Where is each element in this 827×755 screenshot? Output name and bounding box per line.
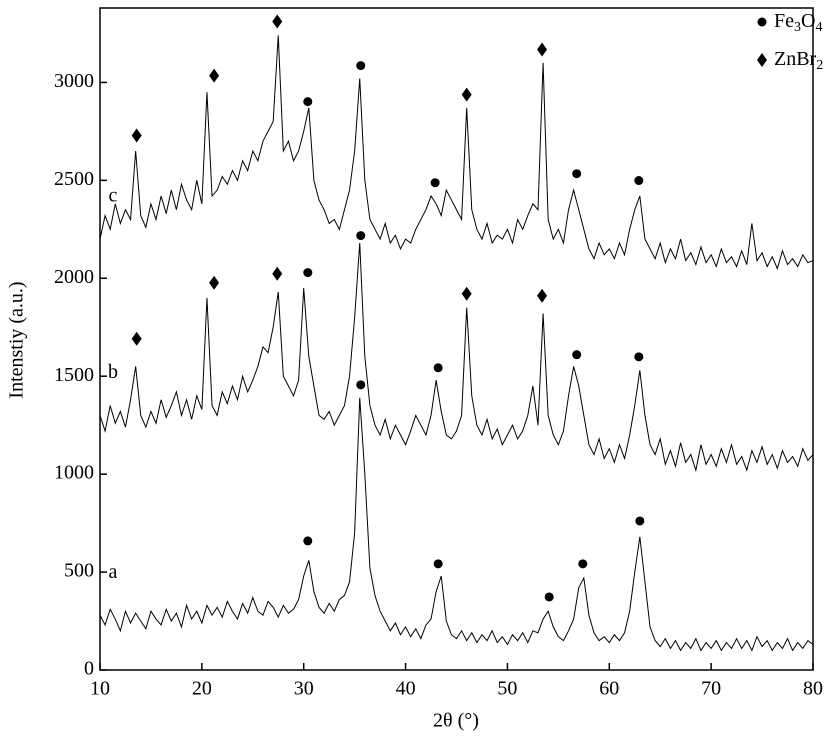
x-tick-label: 40 bbox=[396, 678, 416, 700]
peak-marker bbox=[578, 559, 588, 569]
xrd-line bbox=[99, 397, 814, 652]
peak-marker bbox=[635, 516, 645, 526]
peak-marker bbox=[461, 286, 472, 301]
peak-marker bbox=[544, 592, 554, 602]
x-tick-label: 80 bbox=[803, 678, 823, 700]
peak-marker bbox=[634, 352, 644, 362]
peak-marker bbox=[356, 380, 366, 390]
legend-label: ZnBr2 bbox=[774, 48, 823, 74]
y-tick-label: 1500 bbox=[54, 364, 94, 386]
y-tick-label: 500 bbox=[64, 560, 94, 582]
peak-marker bbox=[634, 176, 644, 186]
peak-marker bbox=[356, 61, 366, 71]
legend-label: Fe3O4 bbox=[774, 10, 822, 36]
xrd-line bbox=[99, 35, 814, 270]
peak-marker bbox=[209, 275, 220, 290]
legend-symbol bbox=[757, 17, 767, 27]
peak-marker bbox=[209, 68, 220, 83]
peak-marker bbox=[131, 331, 142, 346]
series-label: c bbox=[109, 185, 118, 207]
x-tick-label: 60 bbox=[599, 678, 619, 700]
peak-marker bbox=[131, 128, 142, 143]
x-tick-label: 30 bbox=[294, 678, 314, 700]
peak-marker bbox=[572, 169, 582, 179]
peak-marker bbox=[461, 87, 472, 102]
y-tick-label: 2000 bbox=[54, 266, 94, 288]
y-axis-label: Intenstiy (a.u.) bbox=[6, 281, 28, 398]
x-axis-label: 2θ (°) bbox=[433, 710, 479, 732]
peak-marker bbox=[303, 97, 313, 107]
peak-marker bbox=[537, 42, 548, 57]
peak-marker bbox=[433, 559, 443, 569]
y-tick-label: 0 bbox=[84, 658, 94, 680]
plot-frame bbox=[99, 7, 814, 671]
x-tick-label: 10 bbox=[90, 678, 110, 700]
series-label: b bbox=[108, 361, 118, 383]
peak-marker bbox=[303, 536, 313, 546]
peak-marker bbox=[356, 231, 366, 241]
peak-marker bbox=[537, 288, 548, 303]
x-tick-label: 70 bbox=[701, 678, 721, 700]
peak-marker bbox=[272, 266, 283, 281]
peak-marker bbox=[572, 350, 582, 360]
y-tick-label: 1000 bbox=[54, 462, 94, 484]
x-tick-label: 20 bbox=[192, 678, 212, 700]
legend-symbol bbox=[757, 53, 767, 67]
peak-marker bbox=[433, 363, 443, 373]
series-label: a bbox=[109, 561, 118, 583]
x-tick-label: 50 bbox=[497, 678, 517, 700]
xrd-line bbox=[99, 242, 814, 473]
peak-marker bbox=[272, 14, 283, 29]
y-tick-label: 2500 bbox=[54, 168, 94, 190]
peak-marker bbox=[430, 178, 440, 188]
y-tick-label: 3000 bbox=[54, 70, 94, 92]
peak-marker bbox=[303, 268, 313, 278]
